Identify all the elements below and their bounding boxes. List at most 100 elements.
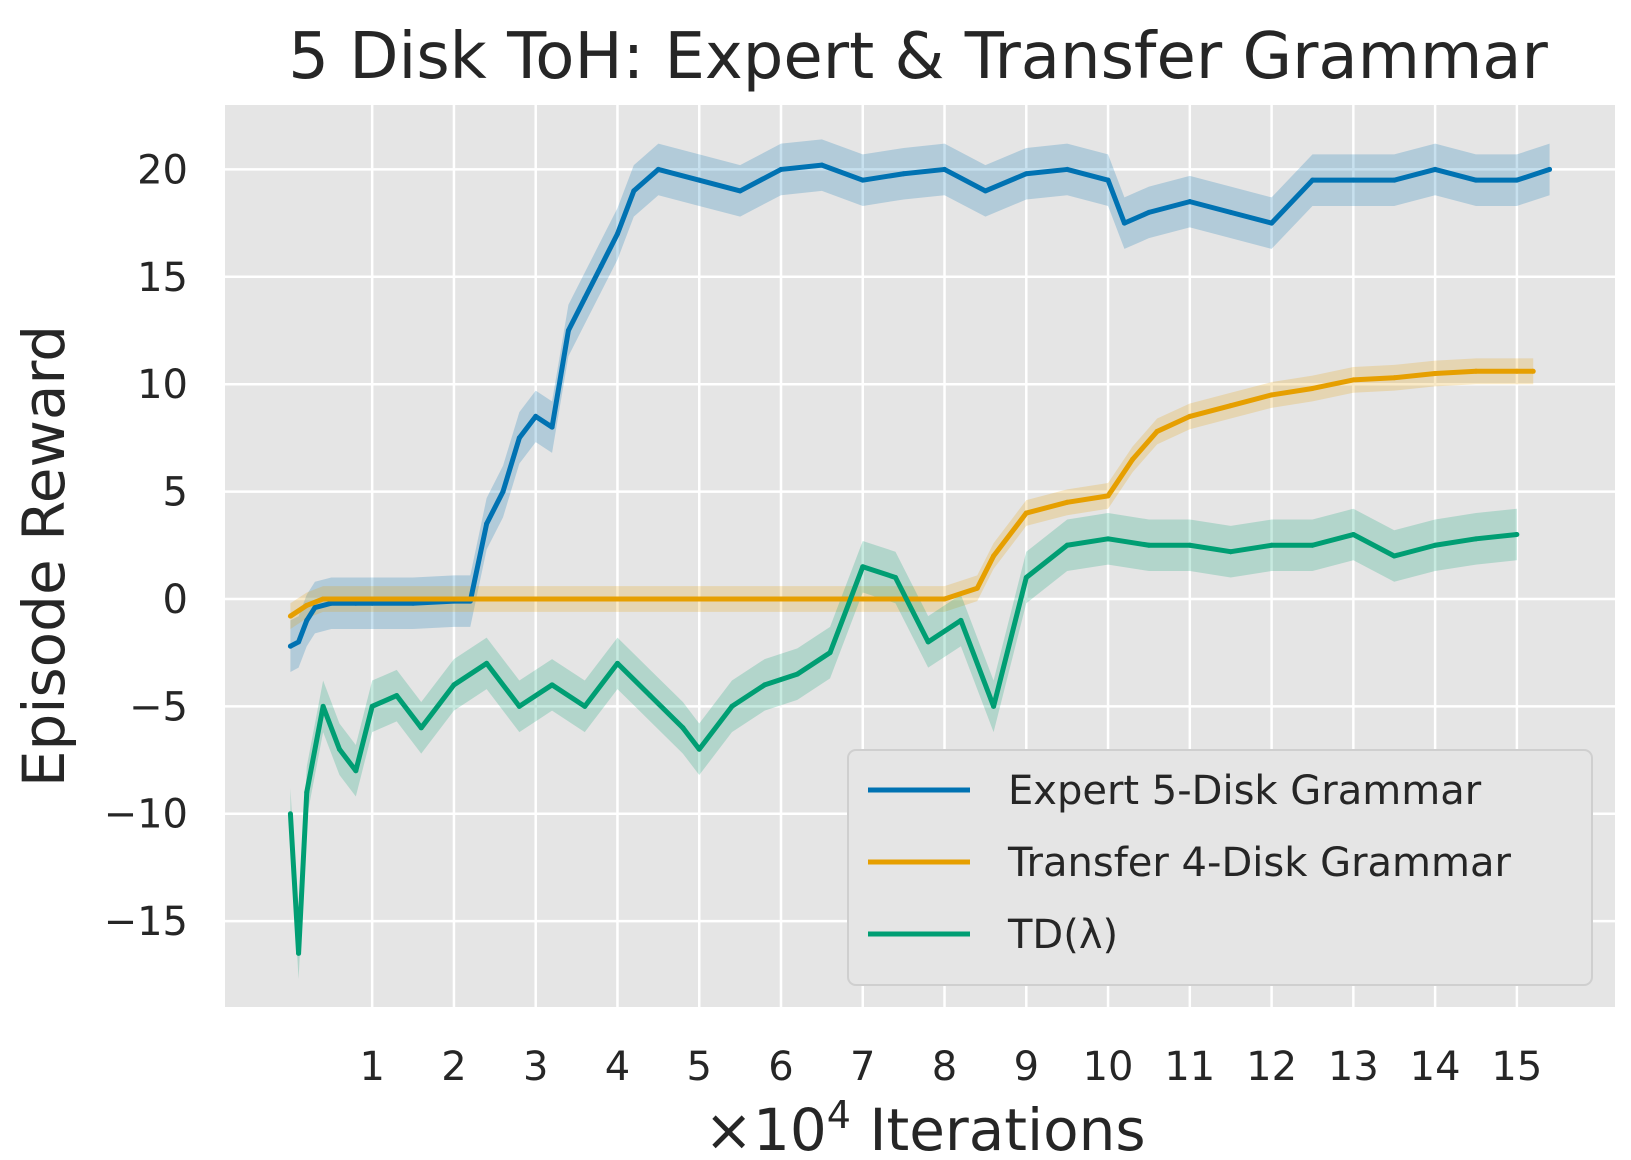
data-point-td (794, 671, 800, 677)
series-lines (287, 162, 1553, 956)
x-tick-label: 10 (1083, 1044, 1134, 1090)
data-point-expert (1023, 171, 1029, 177)
data-point-td (1064, 542, 1070, 548)
data-point-td (958, 617, 964, 623)
x-tick-label: 1 (359, 1044, 384, 1090)
data-point-expert (860, 177, 866, 183)
data-point-transfer (991, 553, 997, 559)
data-point-td (1105, 536, 1111, 542)
data-point-td (1269, 542, 1275, 548)
data-point-expert (819, 162, 825, 168)
data-point-transfer (1350, 377, 1356, 383)
data-point-td (336, 746, 342, 752)
data-point-transfer (778, 596, 784, 602)
data-point-expert (1391, 177, 1397, 183)
data-point-transfer (1269, 392, 1275, 398)
data-point-expert (655, 166, 661, 172)
x-tick-label: 12 (1246, 1044, 1297, 1090)
data-point-td (320, 703, 326, 709)
data-point-transfer (533, 596, 539, 602)
legend: Expert 5-Disk Grammar Transfer 4-Disk Gr… (847, 749, 1593, 986)
series-line-td (287, 532, 1518, 956)
data-point-expert (696, 177, 702, 183)
data-point-td (394, 693, 400, 699)
legend-label-td: TD(λ) (1007, 912, 1118, 958)
x-axis-label-exponent: 4 (827, 1093, 851, 1137)
x-tick-label: 5 (687, 1044, 712, 1090)
data-point-transfer (1187, 413, 1193, 419)
y-axis-label: Episode Reward (10, 325, 78, 787)
x-tick-labels: 1 2 3 4 5 6 7 8 9 10 11 12 13 14 15 (359, 1044, 1542, 1090)
data-point-transfer (1432, 370, 1438, 376)
data-point-expert (1064, 166, 1070, 172)
data-point-transfer (1473, 368, 1479, 374)
data-point-td (680, 725, 686, 731)
legend-label-expert: Expert 5-Disk Grammar (1008, 768, 1482, 814)
data-point-expert (549, 424, 555, 430)
data-point-transfer (451, 596, 457, 602)
data-point-expert (1269, 220, 1275, 226)
data-point-td (1309, 542, 1315, 548)
data-point-expert (1146, 209, 1152, 215)
band-expert (290, 139, 1550, 672)
data-point-transfer (696, 596, 702, 602)
data-point-expert (516, 435, 522, 441)
data-point-td (304, 789, 310, 795)
x-tick-label: 8 (932, 1044, 957, 1090)
x-axis-label-prefix: ×10 (704, 1096, 826, 1160)
data-point-expert (369, 600, 375, 606)
data-point-td (925, 639, 931, 645)
data-point-expert (778, 166, 784, 172)
data-point-expert (631, 188, 637, 194)
data-point-expert (737, 188, 743, 194)
data-point-expert (901, 171, 907, 177)
data-point-transfer (304, 602, 310, 608)
series-line-expert (289, 162, 1551, 649)
data-point-transfer (369, 596, 375, 602)
y-tick-label: 20 (137, 147, 188, 193)
x-tick-label: 7 (850, 1044, 875, 1090)
data-point-transfer (1514, 368, 1520, 374)
y-tick-label: 15 (137, 255, 188, 301)
data-point-expert (533, 413, 539, 419)
data-point-expert (287, 643, 293, 649)
x-tick-label: 11 (1164, 1044, 1215, 1090)
x-tick-label: 2 (441, 1044, 466, 1090)
x-tick-label: 13 (1328, 1044, 1379, 1090)
data-point-expert (353, 600, 359, 606)
data-point-expert (1105, 177, 1111, 183)
data-point-expert (1547, 166, 1553, 172)
data-point-td (516, 703, 522, 709)
data-point-transfer (974, 585, 980, 591)
data-point-expert (304, 617, 310, 623)
data-point-td (287, 811, 293, 817)
data-point-expert (942, 166, 948, 172)
legend-label-transfer: Transfer 4-Disk Grammar (1007, 840, 1511, 886)
data-point-td (353, 768, 359, 774)
data-point-transfer (1309, 385, 1315, 391)
data-point-td (762, 682, 768, 688)
data-point-transfer (287, 613, 293, 619)
data-point-td (1432, 542, 1438, 548)
data-point-td (827, 650, 833, 656)
data-point-td (1391, 553, 1397, 559)
legend-box (847, 749, 1593, 986)
data-point-transfer (1228, 403, 1234, 409)
data-point-td (582, 703, 588, 709)
y-tick-label: −10 (104, 792, 188, 838)
data-point-td (1228, 549, 1234, 555)
data-point-transfer (1064, 499, 1070, 505)
chart-title: 5 Disk ToH: Expert & Transfer Grammar (288, 20, 1548, 94)
x-axis-label-suffix: Iterations (851, 1096, 1146, 1160)
data-point-td (418, 725, 424, 731)
y-tick-label: 10 (137, 362, 188, 408)
data-point-td (729, 703, 735, 709)
data-point-td (647, 693, 653, 699)
data-point-expert (982, 188, 988, 194)
data-point-transfer (1130, 456, 1136, 462)
data-point-expert (1228, 209, 1234, 215)
y-tick-label: −15 (104, 899, 188, 945)
data-point-expert (1514, 177, 1520, 183)
x-tick-label: 9 (1014, 1044, 1039, 1090)
